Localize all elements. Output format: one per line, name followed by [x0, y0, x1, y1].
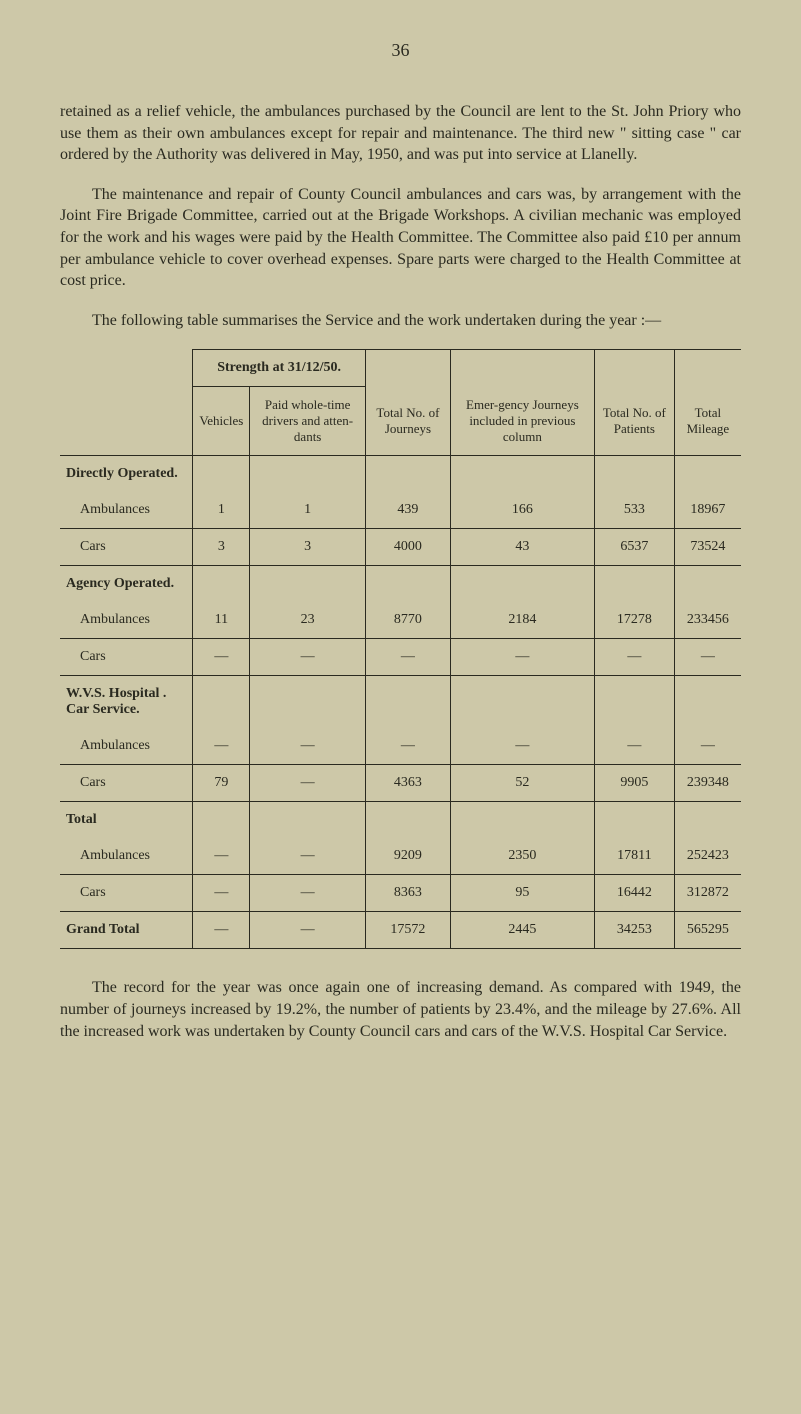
cell: 533 [594, 492, 674, 529]
table-row: Total [60, 802, 741, 839]
cell: — [674, 639, 741, 676]
cell: — [250, 912, 366, 949]
col-patients: Total No. of Patients [594, 387, 674, 456]
table-row-grand: Grand Total — — 17572 2445 34253 565295 [60, 912, 741, 949]
paragraph-1: retained as a relief vehicle, the ambula… [60, 101, 741, 166]
cell: — [250, 728, 366, 765]
col-journeys: Total No. of Journeys [365, 387, 450, 456]
cell: 1 [193, 492, 250, 529]
cell: — [250, 875, 366, 912]
cell: 6537 [594, 529, 674, 566]
table-row: Cars 3 3 4000 43 6537 73524 [60, 529, 741, 566]
table-row: Cars 79 — 4363 52 9905 239348 [60, 765, 741, 802]
cell: 239348 [674, 765, 741, 802]
cell: — [193, 838, 250, 875]
row-label: Cars [60, 529, 193, 566]
cell: 166 [450, 492, 594, 529]
table-row: Directly Operated. [60, 456, 741, 493]
cell: 4000 [365, 529, 450, 566]
col-emer: Emer-gency Journeys included in previous… [450, 387, 594, 456]
table-row: Cars — — 8363 95 16442 312872 [60, 875, 741, 912]
col-paid: Paid whole-time drivers and atten-dants [250, 387, 366, 456]
cell: — [193, 912, 250, 949]
cell: — [193, 639, 250, 676]
page-number: 36 [60, 40, 741, 61]
cell: 11 [193, 602, 250, 639]
row-label: Cars [60, 765, 193, 802]
section-wvs: W.V.S. Hospital . Car Service. [60, 676, 193, 729]
cell: — [450, 728, 594, 765]
col-mileage: Total Mileage [674, 387, 741, 456]
paragraph-3: The following table summarises the Servi… [60, 310, 741, 332]
row-grand-label: Grand Total [60, 912, 193, 949]
page-container: 36 retained as a relief vehicle, the amb… [0, 0, 801, 1120]
cell: — [594, 639, 674, 676]
service-table: Strength at 31/12/50. Vehicles Paid whol… [60, 349, 741, 949]
paragraph-2: The maintenance and repair of County Cou… [60, 184, 741, 292]
cell: 2184 [450, 602, 594, 639]
row-label: Cars [60, 875, 193, 912]
header-strength: Strength at 31/12/50. [193, 350, 366, 387]
cell: 233456 [674, 602, 741, 639]
cell: 34253 [594, 912, 674, 949]
cell: — [193, 728, 250, 765]
cell: 8363 [365, 875, 450, 912]
cell: 17572 [365, 912, 450, 949]
cell: — [450, 639, 594, 676]
cell: — [674, 728, 741, 765]
table-row: Ambulances — — — — — — [60, 728, 741, 765]
cell: — [193, 875, 250, 912]
cell: — [365, 728, 450, 765]
cell: — [250, 765, 366, 802]
col-vehicles: Vehicles [193, 387, 250, 456]
cell: 3 [193, 529, 250, 566]
row-label: Ambulances [60, 838, 193, 875]
section-directly: Directly Operated. [60, 456, 193, 493]
cell: 95 [450, 875, 594, 912]
cell: 52 [450, 765, 594, 802]
cell: 565295 [674, 912, 741, 949]
cell: 43 [450, 529, 594, 566]
cell: 73524 [674, 529, 741, 566]
cell: 1 [250, 492, 366, 529]
cell: 16442 [594, 875, 674, 912]
cell: 17278 [594, 602, 674, 639]
table-row: Agency Operated. [60, 566, 741, 603]
cell: 3 [250, 529, 366, 566]
cell: — [594, 728, 674, 765]
cell: — [365, 639, 450, 676]
footer-paragraph: The record for the year was once again o… [60, 977, 741, 1042]
row-label: Ambulances [60, 728, 193, 765]
cell: 18967 [674, 492, 741, 529]
table-row: Ambulances 11 23 8770 2184 17278 233456 [60, 602, 741, 639]
row-label: Ambulances [60, 602, 193, 639]
section-total: Total [60, 802, 193, 839]
cell: 17811 [594, 838, 674, 875]
cell: 79 [193, 765, 250, 802]
cell: 8770 [365, 602, 450, 639]
table-row: Ambulances 1 1 439 166 533 18967 [60, 492, 741, 529]
cell: 312872 [674, 875, 741, 912]
table-row: W.V.S. Hospital . Car Service. [60, 676, 741, 729]
table-header-top-row: Strength at 31/12/50. [60, 350, 741, 387]
table-row: Cars — — — — — — [60, 639, 741, 676]
cell: 252423 [674, 838, 741, 875]
cell: 23 [250, 602, 366, 639]
section-agency: Agency Operated. [60, 566, 193, 603]
cell: 9905 [594, 765, 674, 802]
row-label: Cars [60, 639, 193, 676]
cell: 9209 [365, 838, 450, 875]
row-label: Ambulances [60, 492, 193, 529]
cell: 4363 [365, 765, 450, 802]
cell: — [250, 639, 366, 676]
cell: 2350 [450, 838, 594, 875]
table-row: Ambulances — — 9209 2350 17811 252423 [60, 838, 741, 875]
cell: — [250, 838, 366, 875]
table-header-sub-row: Vehicles Paid whole-time drivers and att… [60, 387, 741, 456]
cell: 439 [365, 492, 450, 529]
cell: 2445 [450, 912, 594, 949]
